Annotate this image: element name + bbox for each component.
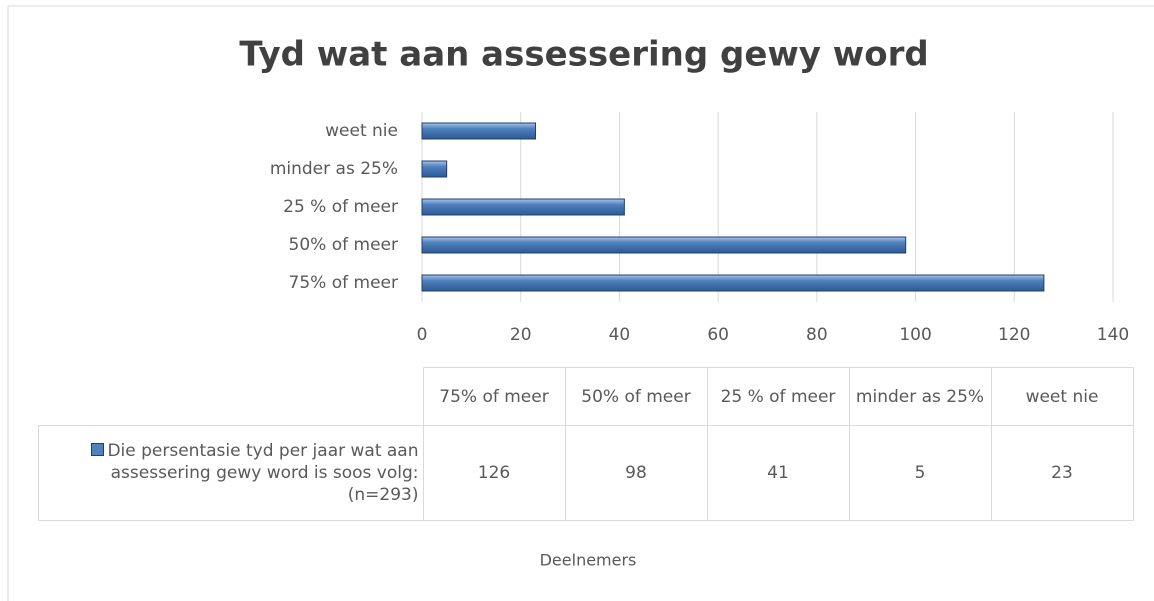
table-value: 126: [422, 425, 566, 521]
table-value: 23: [990, 425, 1134, 521]
y-tick-label: 50% of meer: [289, 235, 398, 255]
x-tick-label: 60: [707, 325, 729, 345]
x-tick-label: 0: [417, 325, 428, 345]
x-tick-label: 140: [1097, 325, 1129, 345]
bar: [421, 160, 448, 178]
x-tick-label: 40: [609, 325, 631, 345]
table-header: 25 % of meer: [706, 367, 850, 426]
x-tick-label: 100: [899, 325, 931, 345]
table-header: weet nie: [990, 367, 1134, 426]
x-axis-label: Deelnemers: [540, 551, 637, 570]
y-tick-label: weet nie: [325, 121, 398, 141]
bar: [421, 122, 537, 140]
chart-title: Tyd wat aan assessering gewy word: [239, 35, 928, 75]
x-tick-label: 120: [998, 325, 1030, 345]
bar: [421, 198, 625, 216]
series-name: Die persentasie tyd per jaar wat aan ass…: [107, 441, 419, 505]
table-header: 75% of meer: [422, 367, 566, 426]
table-header: minder as 25%: [848, 367, 992, 426]
y-tick-label: 75% of meer: [289, 273, 398, 293]
y-tick-label: 25 % of meer: [283, 197, 398, 217]
bar: [421, 274, 1045, 292]
data-table: 75% of meer 50% of meer 25 % of meer minder…: [38, 367, 1134, 521]
table-value: 5: [848, 425, 992, 521]
x-tick-label: 20: [510, 325, 532, 345]
table-header: 50% of meer: [564, 367, 708, 426]
x-tick-label: 80: [806, 325, 828, 345]
chart-border: [7, 5, 1154, 601]
table-value: 41: [706, 425, 850, 521]
bar: [421, 236, 907, 254]
legend-marker: [91, 443, 105, 456]
table-value: 98: [564, 425, 708, 521]
y-tick-label: minder as 25%: [270, 159, 398, 179]
